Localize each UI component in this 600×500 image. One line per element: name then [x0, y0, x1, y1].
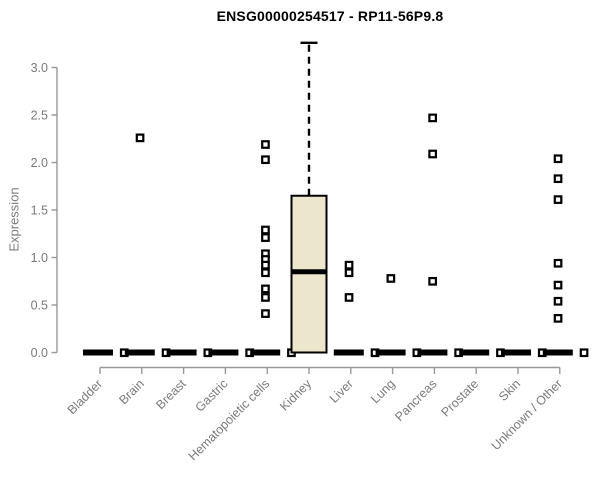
- box-flat-zero: [417, 348, 463, 358]
- box-flat-zero: [542, 348, 589, 358]
- chart-title: ENSG00000254517 - RP11-56P9.8: [216, 8, 444, 24]
- box-flat-zero: [250, 348, 296, 358]
- x-tick-label: Skin: [496, 377, 523, 404]
- x-tick-label: Brain: [116, 377, 147, 408]
- box-flat-zero: [375, 348, 422, 358]
- outlier-marker: [386, 274, 396, 283]
- outlier-marker: [344, 268, 354, 278]
- y-tick-label: 2.5: [31, 109, 48, 123]
- outlier-marker: [553, 296, 563, 306]
- outlier-marker: [261, 155, 270, 165]
- outlier-marker: [428, 113, 437, 123]
- outlier-marker: [261, 284, 270, 294]
- box-flat-zero: [208, 348, 254, 358]
- outlier-marker: [553, 314, 563, 323]
- y-tick-label: 1.0: [31, 251, 48, 265]
- box-expressed: [290, 41, 328, 354]
- outlier-marker: [553, 154, 563, 164]
- y-tick-label: 0.5: [31, 299, 48, 313]
- x-tick-label: Hematopoietic cells: [186, 377, 273, 464]
- x-tick-label: Unknown / Other: [489, 377, 565, 453]
- outlier-marker: [553, 195, 563, 204]
- outlier-marker: [553, 280, 563, 290]
- x-tick-label: Bladder: [65, 377, 105, 417]
- y-tick-label: 3.0: [31, 61, 48, 75]
- outlier-marker: [261, 260, 270, 270]
- x-tick-label: Breast: [153, 376, 189, 412]
- y-tick-label: 0.0: [31, 346, 48, 360]
- outlier-marker: [261, 233, 270, 242]
- x-tick-label: Pancreas: [392, 377, 439, 424]
- box-flat-zero: [333, 348, 380, 358]
- x-tick-label: Kidney: [277, 376, 314, 413]
- outlier-marker: [344, 260, 354, 270]
- x-tick-label: Lung: [368, 377, 398, 407]
- box-flat-zero: [459, 348, 505, 358]
- box-flat-zero: [83, 348, 129, 358]
- outlier-marker: [261, 293, 270, 302]
- outlier-marker: [261, 268, 270, 278]
- box-flat-zero: [124, 348, 171, 358]
- outlier-marker: [344, 293, 354, 302]
- y-tick-label: 2.0: [31, 156, 48, 170]
- outlier-marker: [553, 174, 563, 184]
- outlier-marker: [553, 258, 563, 268]
- outlier-marker: [428, 276, 437, 286]
- outlier-marker: [135, 133, 145, 143]
- outlier-marker: [261, 309, 270, 318]
- y-tick-label: 1.5: [31, 204, 48, 218]
- outlier-marker: [261, 225, 270, 235]
- x-tick-label: Prostate: [438, 377, 481, 420]
- box-flat-zero: [166, 348, 213, 358]
- outlier-marker: [261, 140, 270, 149]
- outlier-marker: [428, 149, 437, 159]
- x-tick-label: Liver: [327, 377, 356, 406]
- x-tick-label: Gastric: [193, 377, 231, 415]
- box-flat-zero: [501, 348, 547, 358]
